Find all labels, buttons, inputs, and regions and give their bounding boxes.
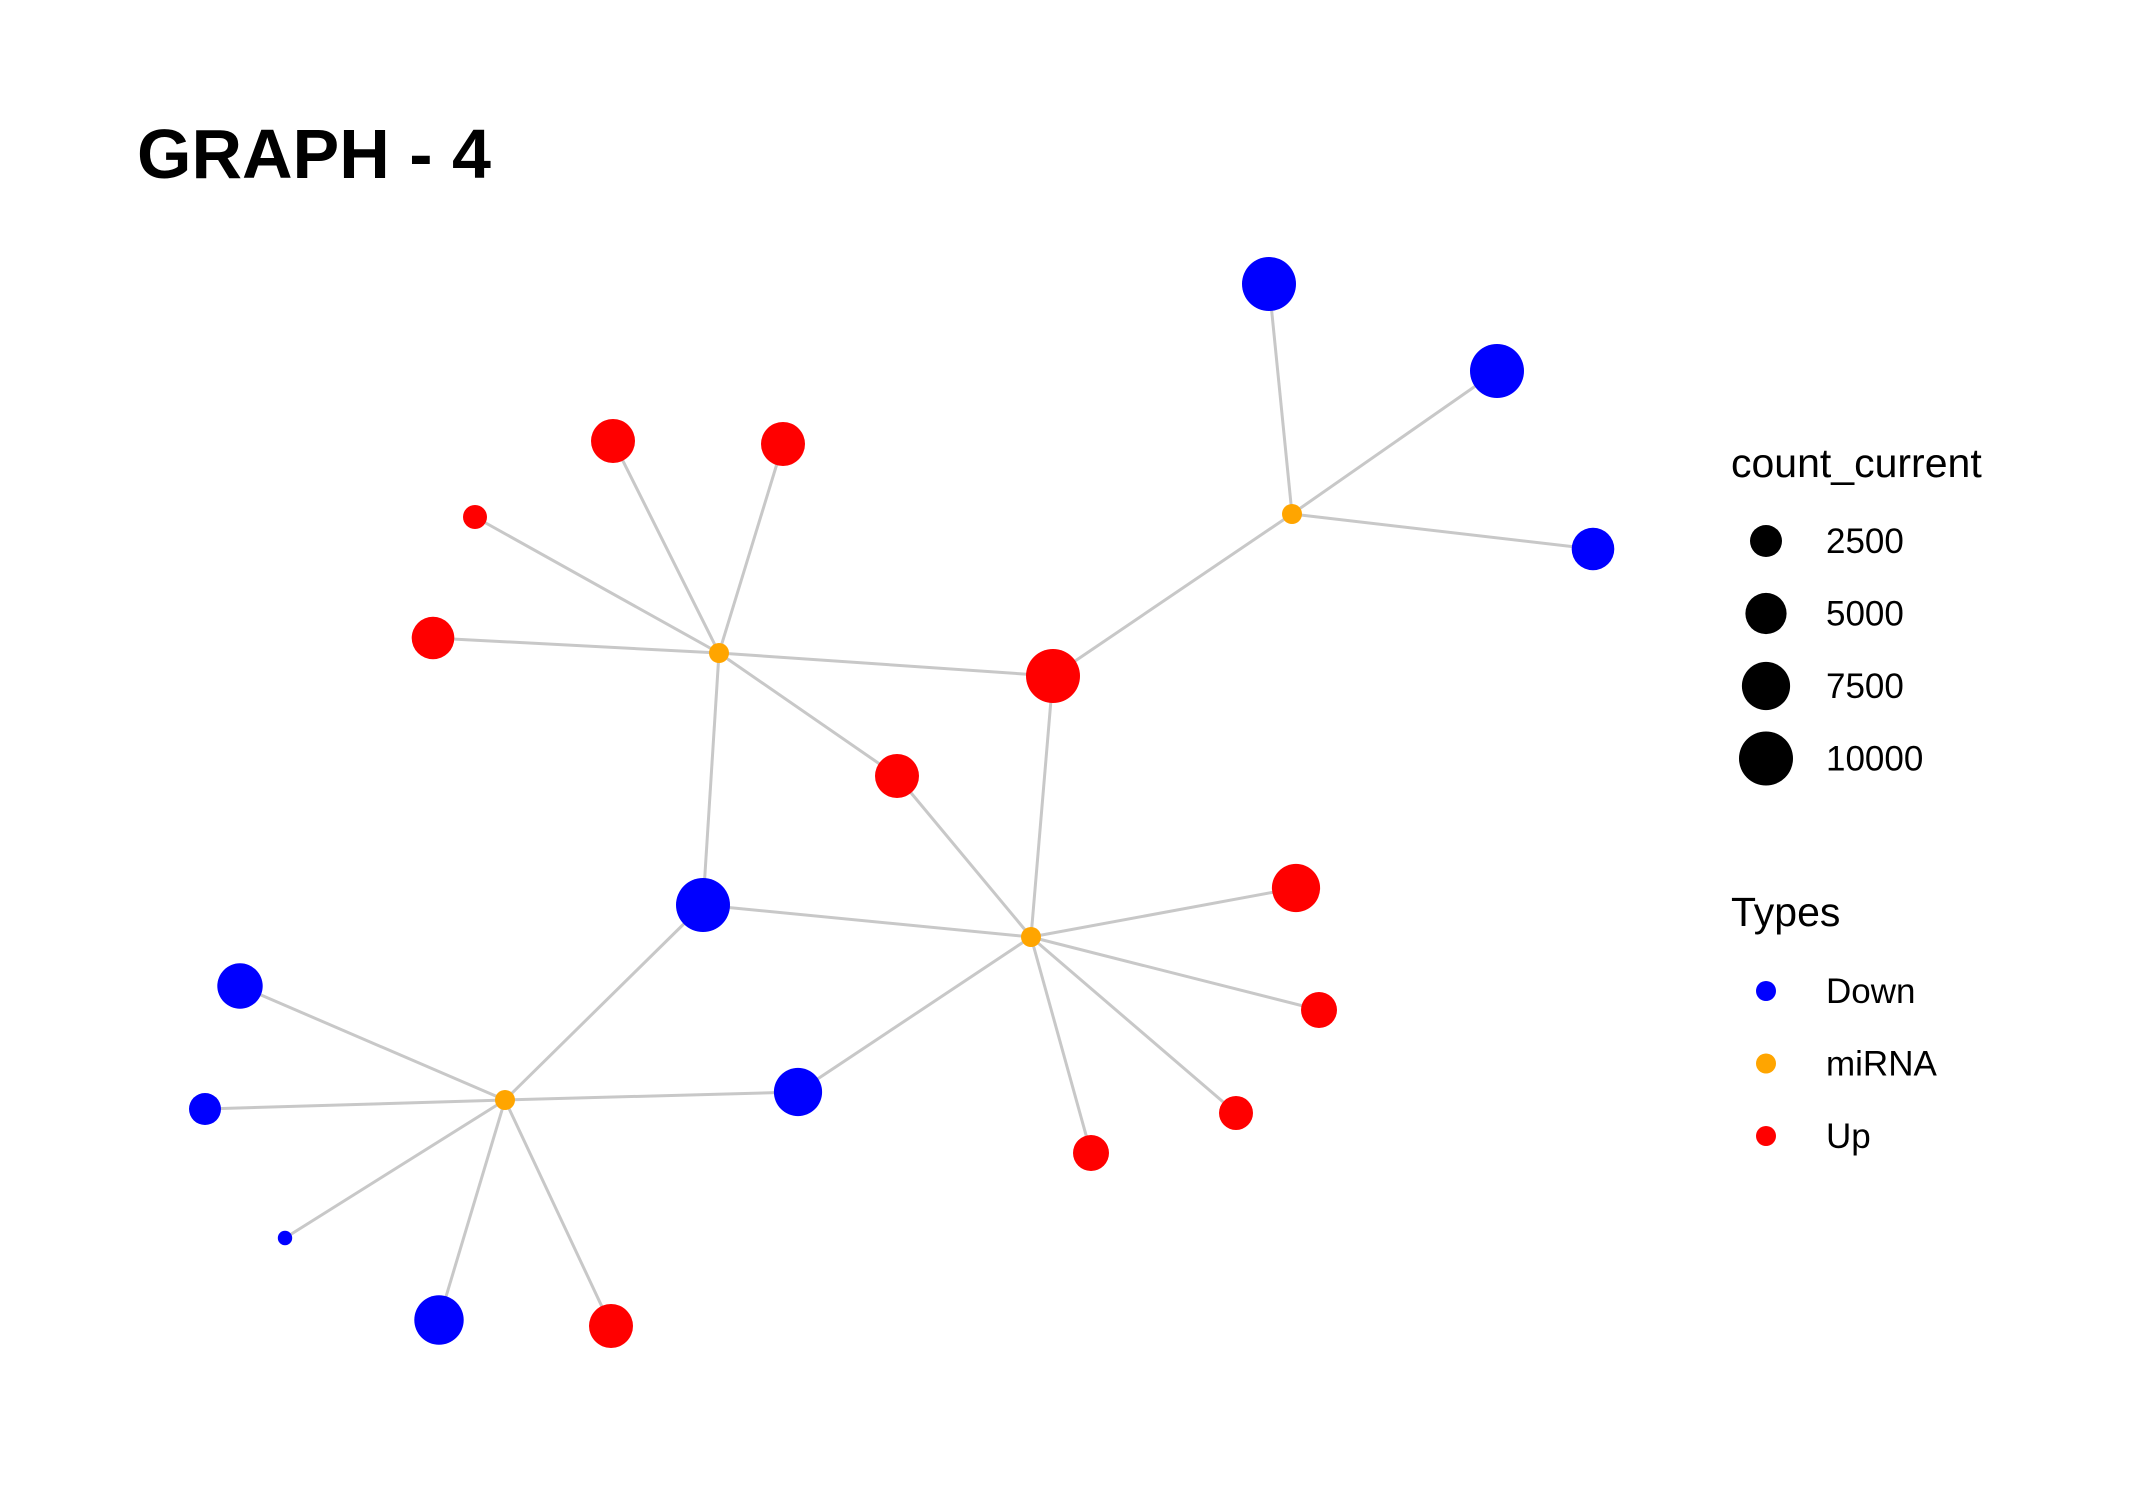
types-legend-key-up xyxy=(1756,1126,1776,1146)
node-down-d3 xyxy=(1571,527,1615,571)
edge-m1-u6 xyxy=(718,651,898,778)
edge-m4-d6 xyxy=(504,1090,799,1102)
size-legend-key-5000 xyxy=(1745,592,1787,635)
node-down-d9 xyxy=(414,1295,464,1345)
edge-m1-u1 xyxy=(718,651,1054,678)
edge-m4-d4 xyxy=(503,903,705,1102)
edge-m1-u3 xyxy=(717,443,785,654)
types-legend-label-mirna: miRNA xyxy=(1826,1045,1937,1084)
node-up-u9 xyxy=(1219,1096,1253,1130)
edge-m1-d4 xyxy=(701,652,721,906)
types-legend-title: Types xyxy=(1731,889,1840,935)
node-up-u10 xyxy=(1073,1135,1109,1171)
edge-m4-d8 xyxy=(284,1098,506,1240)
edge-m3-d6 xyxy=(797,935,1032,1094)
types-legend: Types Down miRNA Up xyxy=(1731,889,1937,1156)
edge-m3-u10 xyxy=(1029,936,1093,1154)
edge-m4-d5 xyxy=(239,984,506,1102)
node-mirna-m3 xyxy=(1021,927,1041,947)
edge-m1-u5 xyxy=(474,515,720,655)
size-legend: count_current 2500 5000 7500 10000 xyxy=(1731,440,1982,786)
node-down-d2 xyxy=(1470,344,1524,398)
edge-layer xyxy=(204,283,1594,1327)
size-legend-label-5000: 5000 xyxy=(1826,595,1904,634)
node-up-u2 xyxy=(591,419,635,463)
node-up-u3 xyxy=(761,422,805,466)
node-down-d6 xyxy=(773,1067,823,1117)
node-up-u5 xyxy=(463,505,487,529)
node-down-d4 xyxy=(676,878,730,932)
edge-m2-d2 xyxy=(1291,369,1498,516)
edge-m3-u7 xyxy=(1030,886,1297,939)
node-mirna-m2 xyxy=(1282,504,1302,524)
size-legend-label-2500: 2500 xyxy=(1826,522,1904,561)
edge-m4-d7 xyxy=(204,1098,506,1111)
node-layer xyxy=(189,257,1615,1348)
size-legend-key-2500 xyxy=(1750,525,1782,557)
types-legend-key-down xyxy=(1756,981,1776,1001)
types-legend-label-down: Down xyxy=(1826,972,1915,1011)
node-up-u7 xyxy=(1271,863,1321,913)
edge-m1-u4 xyxy=(432,636,720,655)
size-legend-label-10000: 10000 xyxy=(1826,740,1923,779)
edge-m3-u6 xyxy=(895,775,1033,938)
edge-m2-u1 xyxy=(1052,512,1293,678)
edge-m4-u11 xyxy=(503,1099,613,1327)
edge-m3-u1 xyxy=(1029,675,1055,938)
edge-m3-u9 xyxy=(1030,935,1237,1115)
node-down-d1 xyxy=(1242,257,1296,311)
edge-m2-d3 xyxy=(1291,512,1594,551)
edge-m2-d1 xyxy=(1267,283,1294,515)
node-up-u11 xyxy=(589,1304,633,1348)
node-mirna-m1 xyxy=(709,643,729,663)
size-legend-key-10000 xyxy=(1739,731,1793,786)
types-legend-key-mirna xyxy=(1756,1053,1776,1074)
node-down-d8 xyxy=(277,1230,293,1246)
edge-m4-d9 xyxy=(437,1099,507,1321)
node-up-u1 xyxy=(1026,649,1080,703)
node-up-u6 xyxy=(875,754,919,798)
size-legend-label-7500: 7500 xyxy=(1826,667,1904,706)
node-mirna-m4 xyxy=(495,1090,515,1110)
size-legend-title: count_current xyxy=(1731,440,1982,486)
graph-title: GRAPH - 4 xyxy=(137,115,491,193)
edge-m3-d4 xyxy=(702,903,1032,939)
node-up-u8 xyxy=(1301,992,1337,1028)
edge-m1-u2 xyxy=(611,440,721,654)
edge-m3-u8 xyxy=(1030,935,1320,1012)
node-down-d7 xyxy=(189,1093,221,1125)
node-up-u4 xyxy=(411,616,455,660)
types-legend-label-up: Up xyxy=(1826,1117,1871,1156)
node-down-d5 xyxy=(217,963,263,1009)
size-legend-key-7500 xyxy=(1741,661,1791,711)
